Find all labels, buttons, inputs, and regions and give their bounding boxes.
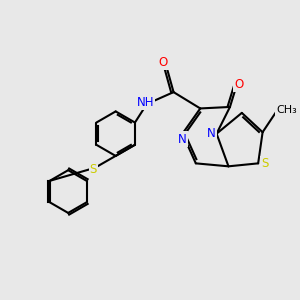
Text: O: O xyxy=(234,78,244,91)
Text: N: N xyxy=(207,127,216,140)
Text: CH₃: CH₃ xyxy=(276,105,297,115)
Text: N: N xyxy=(178,133,187,146)
Text: NH: NH xyxy=(136,96,154,109)
Text: S: S xyxy=(261,157,268,170)
Text: S: S xyxy=(90,163,97,176)
Text: O: O xyxy=(158,56,168,69)
